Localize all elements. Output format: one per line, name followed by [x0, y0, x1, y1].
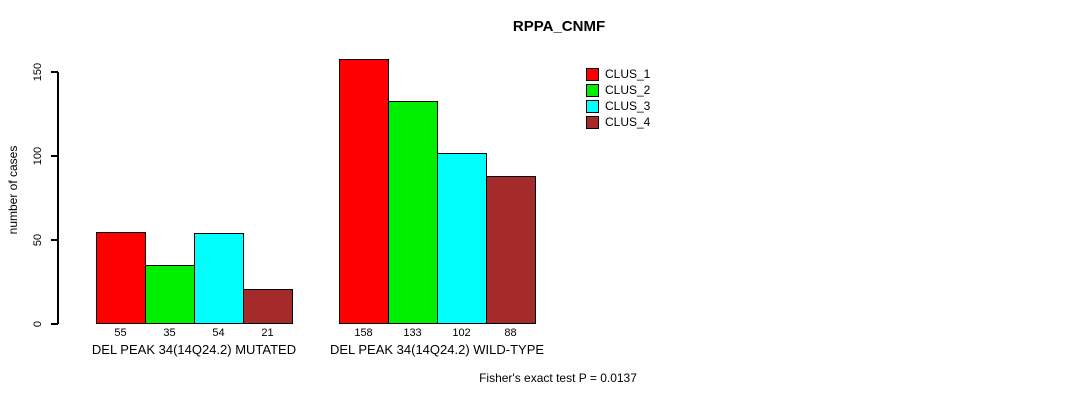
- y-tick-label: 50: [32, 233, 44, 247]
- footnote: Fisher's exact test P = 0.0137: [479, 371, 637, 385]
- bar-value-label: 102: [452, 327, 471, 339]
- legend-label: CLUS_1: [605, 67, 651, 81]
- legend-item-clus_1: CLUS_1: [586, 66, 650, 82]
- legend-swatch-icon: [586, 67, 599, 81]
- y-tick: [51, 323, 58, 325]
- y-tick-label: 150: [32, 62, 44, 82]
- bar-value-label: 55: [114, 327, 127, 339]
- y-axis-line: [57, 72, 59, 324]
- x-category-label: DEL PEAK 34(14Q24.2) WILD-TYPE: [329, 342, 545, 357]
- x-category-label: DEL PEAK 34(14Q24.2) MUTATED: [91, 342, 297, 357]
- y-axis-label: number of cases: [6, 145, 20, 235]
- bar-value-label: 158: [354, 327, 373, 339]
- chart-title: RPPA_CNMF: [512, 18, 606, 35]
- y-tick-label: 0: [32, 320, 44, 328]
- bar-value-label: 133: [403, 327, 422, 339]
- bar-value-label: 88: [504, 327, 517, 339]
- bar-clus_2-group2: [388, 101, 438, 324]
- bar-clus_2-group1: [145, 265, 195, 324]
- bar-value-label: 21: [261, 327, 274, 339]
- y-tick: [51, 155, 58, 157]
- y-tick: [51, 239, 58, 241]
- legend-label: CLUS_3: [605, 99, 651, 113]
- legend-item-clus_4: CLUS_4: [586, 114, 650, 130]
- bar-value-label: 54: [212, 327, 225, 339]
- bar-clus_3-group2: [437, 153, 487, 324]
- y-tick: [51, 71, 58, 73]
- bar-clus_4-group1: [243, 289, 293, 324]
- legend: CLUS_1 CLUS_2 CLUS_3 CLUS_4: [586, 66, 650, 130]
- bar-clus_1-group1: [96, 232, 146, 324]
- legend-swatch-icon: [586, 99, 599, 113]
- legend-swatch-icon: [586, 83, 599, 97]
- bar-clus_1-group2: [339, 59, 389, 324]
- legend-label: CLUS_4: [605, 115, 651, 129]
- bar-value-label: 35: [163, 327, 176, 339]
- y-tick-label: 100: [32, 146, 44, 166]
- legend-item-clus_3: CLUS_3: [586, 98, 650, 114]
- bar-clus_3-group1: [194, 233, 244, 324]
- legend-item-clus_2: CLUS_2: [586, 82, 650, 98]
- bar-clus_4-group2: [486, 176, 536, 324]
- legend-swatch-icon: [586, 115, 599, 129]
- legend-label: CLUS_2: [605, 83, 651, 97]
